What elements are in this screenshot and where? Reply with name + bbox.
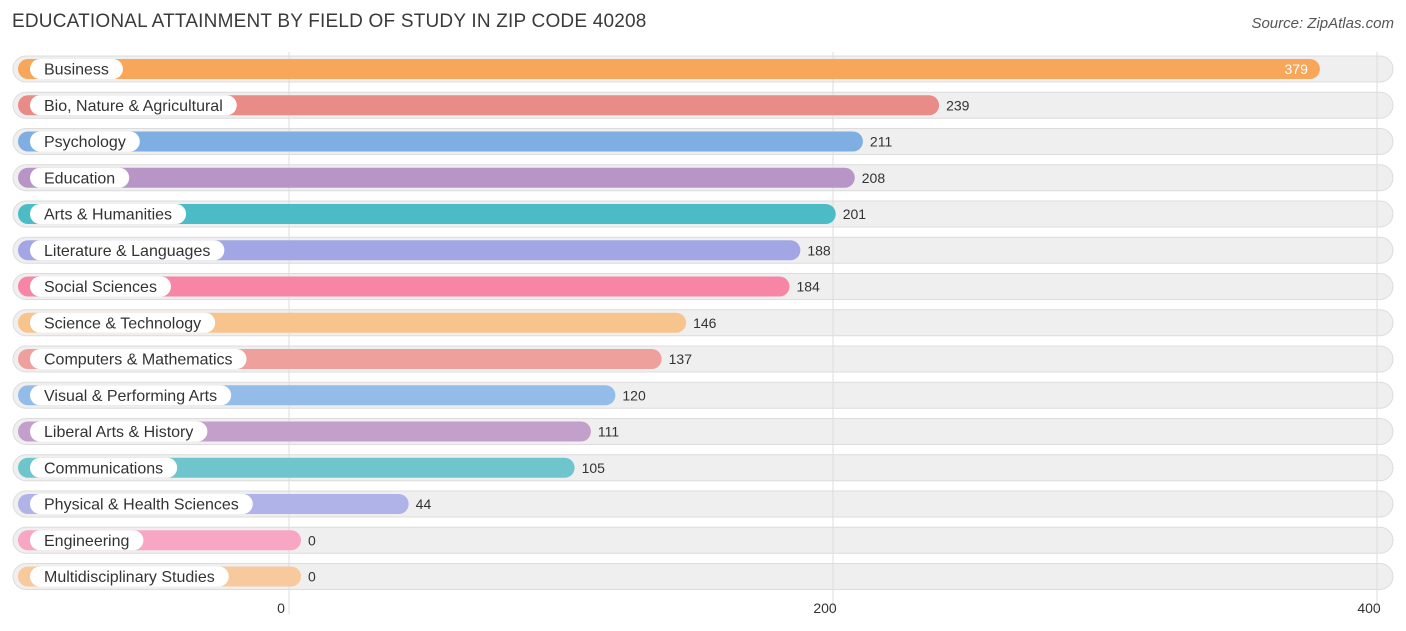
category-label-background bbox=[30, 385, 232, 406]
row-background bbox=[12, 526, 1394, 554]
category-label: Arts & Humanities bbox=[44, 207, 172, 224]
bar-4 bbox=[18, 167, 855, 188]
x-tick-label: 400 bbox=[1357, 600, 1381, 616]
value-label: 44 bbox=[416, 496, 432, 512]
category-label: Psychology bbox=[44, 134, 126, 151]
category-label-background bbox=[30, 457, 178, 478]
value-label: 111 bbox=[598, 424, 619, 440]
category-label-background bbox=[30, 240, 225, 261]
value-label: 105 bbox=[582, 460, 606, 476]
category-label: Social Sciences bbox=[44, 279, 157, 296]
x-tick-label: 0 bbox=[277, 600, 285, 616]
value-label: 379 bbox=[1285, 61, 1309, 77]
category-label: Bio, Nature & Agricultural bbox=[44, 98, 223, 115]
value-label: 0 bbox=[308, 532, 316, 548]
value-label: 184 bbox=[796, 279, 820, 295]
value-label: 208 bbox=[862, 170, 886, 186]
category-label-background bbox=[30, 131, 140, 152]
category-label-background bbox=[30, 530, 144, 551]
category-label: Literature & Languages bbox=[44, 243, 210, 260]
value-label: 201 bbox=[843, 206, 867, 222]
category-label-background bbox=[30, 312, 216, 333]
category-label: Physical & Health Sciences bbox=[44, 497, 239, 514]
category-label-background bbox=[30, 167, 130, 188]
category-label-background bbox=[30, 566, 229, 587]
category-label: Communications bbox=[44, 460, 163, 477]
bar-3 bbox=[18, 131, 863, 152]
category-label-background bbox=[30, 95, 237, 116]
category-label-background bbox=[30, 204, 187, 224]
category-label: Science & Technology bbox=[44, 315, 201, 332]
category-label: Engineering bbox=[44, 533, 129, 550]
category-label-background bbox=[30, 276, 171, 297]
category-label: Education bbox=[44, 170, 115, 187]
value-label: 0 bbox=[308, 569, 316, 585]
bar-2 bbox=[18, 95, 940, 116]
bar-1 bbox=[18, 59, 1320, 79]
category-label: Liberal Arts & History bbox=[44, 424, 193, 441]
value-label: 188 bbox=[807, 242, 831, 258]
value-label: 211 bbox=[870, 134, 893, 150]
bar-7 bbox=[18, 276, 790, 297]
category-label: Multidisciplinary Studies bbox=[44, 569, 215, 586]
category-label: Business bbox=[44, 62, 109, 79]
category-label-background bbox=[30, 421, 208, 442]
value-label: 137 bbox=[669, 351, 693, 367]
value-label: 146 bbox=[693, 315, 717, 331]
value-label: 239 bbox=[946, 97, 970, 113]
source-note: Source: ZipAtlas.com bbox=[1251, 15, 1394, 32]
category-label: Computers & Mathematics bbox=[44, 352, 233, 369]
row-background bbox=[12, 563, 1394, 590]
category-label: Visual & Performing Arts bbox=[44, 388, 217, 405]
bar-5 bbox=[18, 204, 836, 224]
category-label-background bbox=[30, 349, 247, 369]
category-label-background bbox=[30, 494, 253, 514]
category-label-background bbox=[30, 59, 123, 79]
x-tick-label: 200 bbox=[813, 600, 837, 616]
value-label: 120 bbox=[622, 387, 646, 403]
chart-title: EDUCATIONAL ATTAINMENT BY FIELD OF STUDY… bbox=[12, 11, 647, 32]
